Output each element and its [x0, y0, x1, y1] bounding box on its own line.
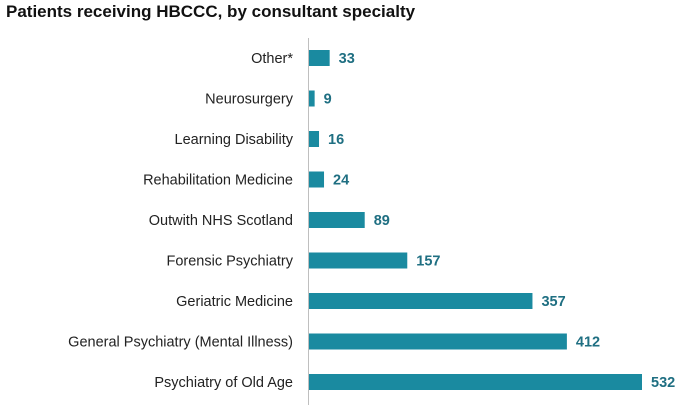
- value-label-learning-disability: 16: [328, 132, 344, 148]
- value-label-forensic-psychiatry: 157: [416, 254, 440, 270]
- value-label-psychiatry-of-old-age: 532: [651, 375, 675, 391]
- chart-title: Patients receiving HBCCC, by consultant …: [6, 2, 416, 21]
- category-label-psychiatry-of-old-age: Psychiatry of Old Age: [154, 375, 293, 391]
- category-label-outwith-nhs-scotland: Outwith NHS Scotland: [149, 213, 293, 229]
- bar-geriatric-medicine: [309, 293, 533, 309]
- value-label-rehabilitation-medicine: 24: [333, 173, 349, 189]
- bar-psychiatry-of-old-age: [309, 374, 642, 390]
- bar-outwith-nhs-scotland: [309, 212, 365, 228]
- value-label-outwith-nhs-scotland: 89: [374, 213, 390, 229]
- value-label-general-psychiatry-mental-illness: 412: [576, 335, 600, 351]
- category-label-neurosurgery: Neurosurgery: [205, 92, 294, 108]
- bar-learning-disability: [309, 131, 320, 147]
- category-label-learning-disability: Learning Disability: [175, 132, 294, 148]
- bar-rehabilitation-medicine: [309, 171, 325, 188]
- category-label-rehabilitation-medicine: Rehabilitation Medicine: [143, 173, 293, 189]
- bar-other: [309, 50, 330, 66]
- category-label-other: Other*: [251, 51, 293, 67]
- bar-forensic-psychiatry: [309, 252, 408, 269]
- category-label-forensic-psychiatry: Forensic Psychiatry: [166, 254, 293, 270]
- value-label-other: 33: [339, 51, 355, 67]
- value-label-neurosurgery: 9: [324, 92, 332, 108]
- category-label-general-psychiatry-mental-illness: General Psychiatry (Mental Illness): [68, 335, 293, 351]
- category-label-geriatric-medicine: Geriatric Medicine: [176, 294, 293, 310]
- value-label-geriatric-medicine: 357: [541, 294, 565, 310]
- bar-general-psychiatry-mental-illness: [309, 333, 567, 350]
- bar-neurosurgery: [309, 90, 315, 107]
